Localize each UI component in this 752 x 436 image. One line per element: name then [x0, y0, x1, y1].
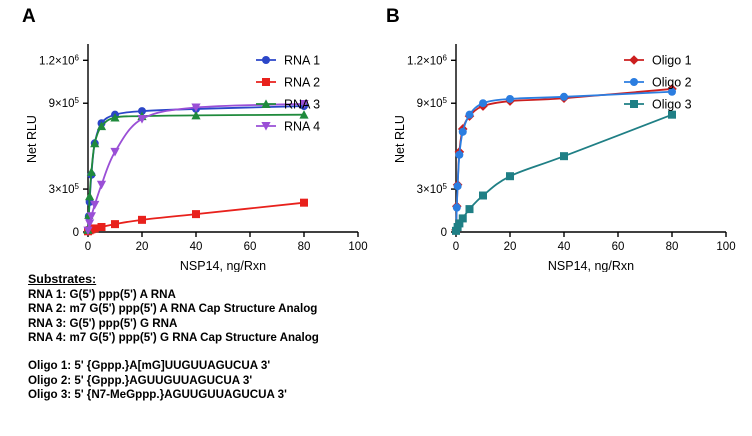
caption-oligo-2: Oligo 2: 5' {Gppp.}AGUUGUUAGUCUA 3' — [28, 373, 253, 387]
legend: RNA 1 RNA 2 RNA 3 RNA 4 — [256, 54, 320, 134]
figure-caption: Substrates: RNA 1: G(5') ppp(5') A RNA R… — [28, 272, 448, 403]
svg-text:1.2×106: 1.2×106 — [39, 53, 80, 67]
svg-text:RNA 4: RNA 4 — [284, 120, 320, 134]
svg-text:40: 40 — [190, 241, 203, 253]
svg-text:RNA 2: RNA 2 — [284, 76, 320, 90]
svg-text:0: 0 — [453, 241, 459, 253]
caption-rna-3: RNA 3: G(5') ppp(5') G RNA — [28, 316, 178, 330]
svg-text:3×105: 3×105 — [49, 182, 80, 196]
axes: 0 20 40 60 80 100 0 3×105 9×105 1.2×106 — [39, 44, 368, 253]
svg-text:3×105: 3×105 — [417, 182, 448, 196]
svg-text:RNA 3: RNA 3 — [284, 98, 320, 112]
panel-a-label: A — [22, 6, 36, 27]
svg-text:Oligo 2: Oligo 2 — [652, 76, 692, 90]
caption-rna-4: RNA 4: m7 G(5') ppp(5') G RNA Cap Struct… — [28, 331, 319, 345]
svg-text:0: 0 — [441, 227, 447, 239]
svg-text:20: 20 — [504, 241, 517, 253]
svg-text:NSP14, ng/Rxn: NSP14, ng/Rxn — [548, 259, 634, 272]
svg-text:60: 60 — [244, 241, 257, 253]
series-rna-2 — [84, 198, 308, 236]
svg-text:9×105: 9×105 — [417, 96, 448, 110]
svg-text:Net RLU: Net RLU — [25, 115, 39, 163]
svg-text:40: 40 — [558, 241, 571, 253]
caption-rna-1: RNA 1: G(5') ppp(5') A RNA — [28, 287, 176, 301]
svg-text:0: 0 — [73, 227, 79, 239]
svg-text:80: 80 — [666, 241, 679, 253]
caption-heading: Substrates: — [28, 272, 97, 286]
svg-text:0: 0 — [85, 241, 91, 253]
svg-text:60: 60 — [612, 241, 625, 253]
series-oligo-3 — [452, 110, 676, 235]
svg-text:80: 80 — [298, 241, 311, 253]
panel-b-label: B — [386, 6, 400, 27]
axes: 0 20 40 60 80 100 0 3×105 9×105 1.2×106 — [407, 44, 736, 253]
svg-text:1.2×106: 1.2×106 — [407, 53, 448, 67]
svg-text:100: 100 — [716, 241, 735, 253]
svg-text:100: 100 — [348, 241, 367, 253]
legend: Oligo 1 Oligo 2 Oligo 3 — [624, 54, 692, 112]
series-rna-4 — [83, 99, 309, 236]
svg-text:Oligo 3: Oligo 3 — [652, 98, 692, 112]
svg-text:9×105: 9×105 — [49, 96, 80, 110]
caption-spacer — [28, 346, 448, 359]
chart-panel-a: 0 20 40 60 80 100 0 3×105 9×105 1.2×106 NSP14, ng/… — [10, 22, 370, 272]
svg-text:20: 20 — [136, 241, 149, 253]
caption-oligo-1: Oligo 1: 5' {Gppp.}A[mG]UUGUUAGUCUA 3' — [28, 358, 271, 372]
series-oligo-2 — [452, 87, 676, 234]
caption-rna-2: RNA 2: m7 G(5') ppp(5') A RNA Cap Struct… — [28, 302, 318, 316]
svg-text:Net RLU: Net RLU — [393, 115, 407, 163]
svg-text:NSP14, ng/Rxn: NSP14, ng/Rxn — [180, 259, 266, 272]
svg-text:Oligo 1: Oligo 1 — [652, 54, 692, 68]
chart-panel-b: 0 20 40 60 80 100 0 3×105 9×105 1.2×106 NSP14, ng/… — [378, 22, 738, 272]
svg-text:RNA 1: RNA 1 — [284, 54, 320, 68]
caption-oligo-3: Oligo 3: 5' {N7-MeGppp.}AGUUGUUAGUCUA 3' — [28, 388, 287, 402]
